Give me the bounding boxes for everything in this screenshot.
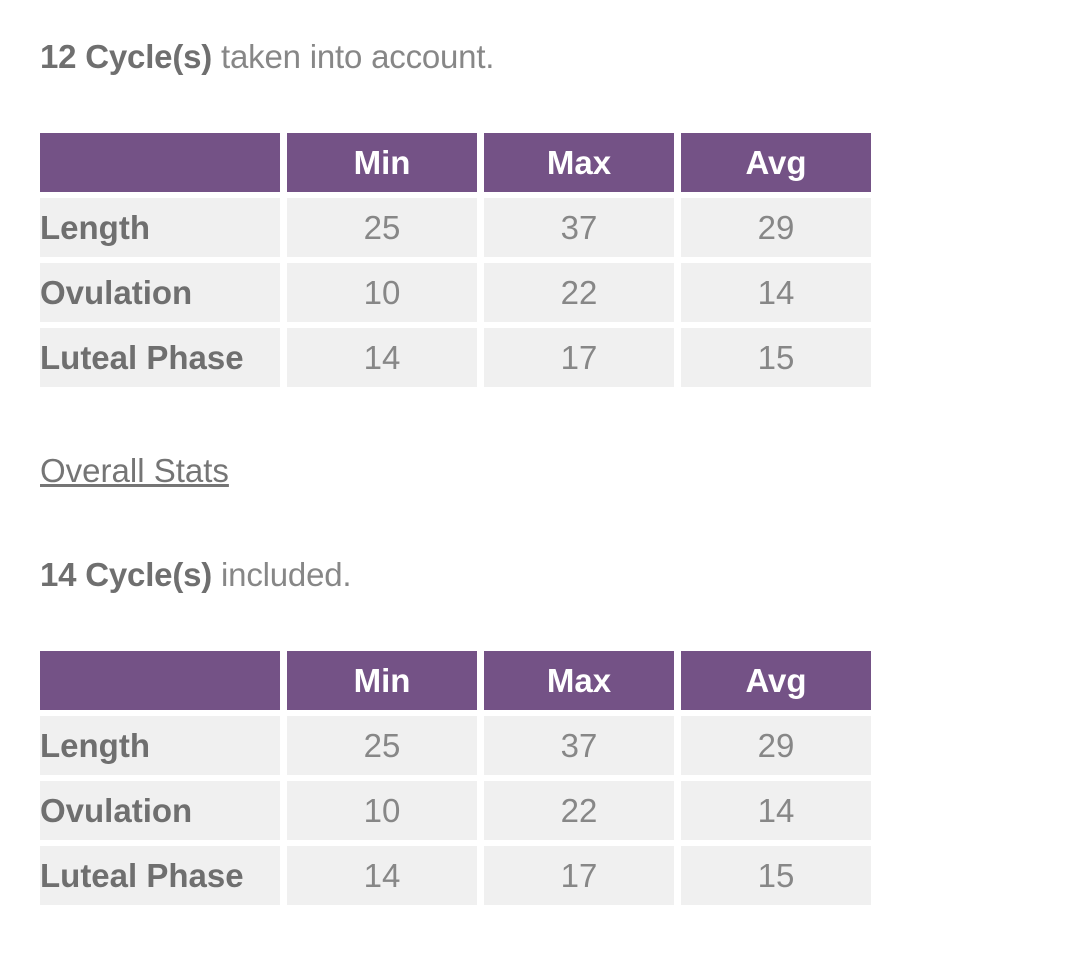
- max-value: 17: [484, 846, 674, 905]
- avg-value: 15: [681, 846, 871, 905]
- avg-value: 15: [681, 328, 871, 387]
- row-label: Length: [40, 716, 280, 775]
- cycle-stats-table-2: Min Max Avg Length 25 37 29 Ovulation 10…: [33, 645, 878, 911]
- row-label: Luteal Phase: [40, 846, 280, 905]
- min-value: 10: [287, 781, 477, 840]
- max-value: 17: [484, 328, 674, 387]
- col-header-min: Min: [287, 651, 477, 710]
- table-row-ovulation: Ovulation 10 22 14: [40, 263, 871, 322]
- col-header-max: Max: [484, 133, 674, 192]
- row-label: Ovulation: [40, 263, 280, 322]
- min-value: 10: [287, 263, 477, 322]
- cycles-summary-heading-1: 12 Cycle(s) taken into account.: [40, 36, 1080, 77]
- table-row-luteal-phase: Luteal Phase 14 17 15: [40, 846, 871, 905]
- cycles-summary-text-1: taken into account.: [212, 38, 495, 75]
- corner-header-cell: [40, 133, 280, 192]
- header-row: Min Max Avg: [40, 133, 871, 192]
- col-header-min: Min: [287, 133, 477, 192]
- table-row-length: Length 25 37 29: [40, 198, 871, 257]
- col-header-max: Max: [484, 651, 674, 710]
- col-header-avg: Avg: [681, 133, 871, 192]
- cycles-summary-heading-2: 14 Cycle(s) included.: [40, 554, 1080, 595]
- avg-value: 14: [681, 781, 871, 840]
- avg-value: 14: [681, 263, 871, 322]
- max-value: 37: [484, 198, 674, 257]
- row-label: Ovulation: [40, 781, 280, 840]
- header-row: Min Max Avg: [40, 651, 871, 710]
- table-row-length: Length 25 37 29: [40, 716, 871, 775]
- corner-header-cell: [40, 651, 280, 710]
- cycles-summary-text-2: included.: [212, 556, 352, 593]
- avg-value: 29: [681, 198, 871, 257]
- max-value: 37: [484, 716, 674, 775]
- max-value: 22: [484, 781, 674, 840]
- cycles-count-2: 14 Cycle(s): [40, 556, 213, 593]
- cycles-count-1: 12 Cycle(s): [40, 38, 213, 75]
- row-label: Length: [40, 198, 280, 257]
- col-header-avg: Avg: [681, 651, 871, 710]
- table-row-ovulation: Ovulation 10 22 14: [40, 781, 871, 840]
- row-label: Luteal Phase: [40, 328, 280, 387]
- min-value: 14: [287, 846, 477, 905]
- avg-value: 29: [681, 716, 871, 775]
- table-row-luteal-phase: Luteal Phase 14 17 15: [40, 328, 871, 387]
- max-value: 22: [484, 263, 674, 322]
- min-value: 25: [287, 716, 477, 775]
- cycle-stats-table-1: Min Max Avg Length 25 37 29 Ovulation 10…: [33, 127, 878, 393]
- min-value: 25: [287, 198, 477, 257]
- min-value: 14: [287, 328, 477, 387]
- overall-stats-link[interactable]: Overall Stats: [40, 452, 229, 489]
